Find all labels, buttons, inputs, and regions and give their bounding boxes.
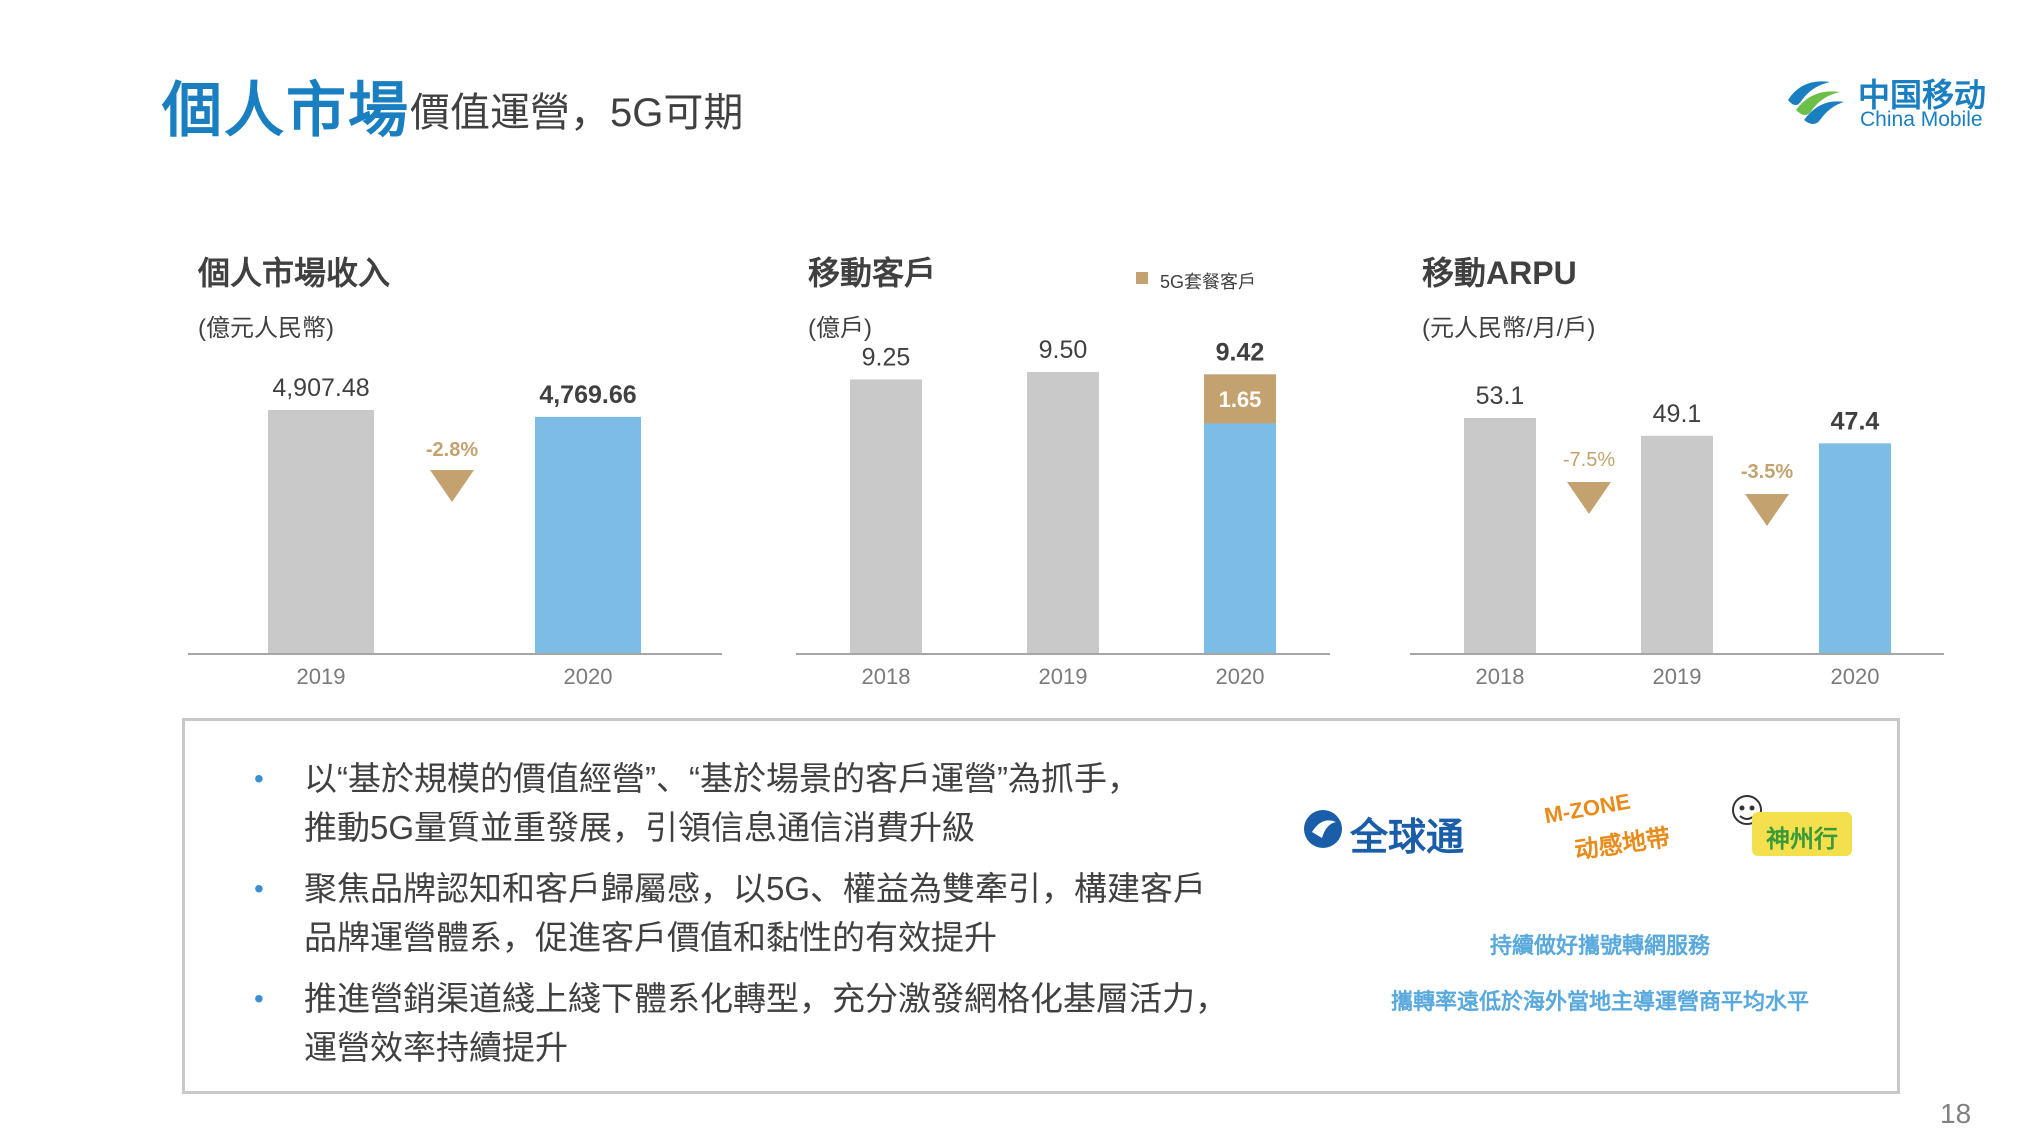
- charts-area: 4,907.48 2019 4,769.66 2020 -2.8% 9.25 2018 9.5…: [188, 336, 1944, 689]
- list-item: • 推進營銷渠道綫上綫下體系化轉型，充分激發網格化基層活力， 運營效率持續提升: [250, 974, 1228, 1072]
- chart3-bar-2018: [1464, 418, 1536, 654]
- chart2-bar-2019: [1027, 372, 1099, 654]
- chart3-tick-label-2020: 2020: [1831, 664, 1880, 689]
- legend-5g-swatch: [1136, 272, 1148, 284]
- chart3-tick-label-2019: 2019: [1653, 664, 1702, 689]
- chart2-tick-label-2018: 2018: [862, 664, 911, 689]
- chart1-change-label-1: -2.8%: [426, 439, 478, 461]
- chart1-tick-label-2020: 2020: [564, 664, 613, 689]
- bullet-1-line-1: 以“基於規模的價值經營”、“基於場景的客戶運營”為抓手，: [304, 760, 1140, 797]
- chart1-value-label-2019: 4,907.48: [272, 374, 369, 402]
- chart2-unit: (億戶): [808, 315, 872, 342]
- chart2-bar-2018: [850, 379, 922, 654]
- logo-chinese-text: 中国移动: [1858, 77, 1987, 113]
- chart1-down-arrow-icon-1: [430, 470, 474, 502]
- logo-english-text: China Mobile: [1860, 108, 1983, 131]
- chart3-value-label-2020: 47.4: [1831, 407, 1880, 435]
- bullet-list: • 以“基於規模的價值經營”、“基於場景的客戶運營”為抓手， 推動5G量質並重發…: [250, 754, 1228, 1072]
- chart3-down-arrow-icon-1: [1567, 482, 1611, 514]
- chart1-bar-2020: [535, 416, 641, 654]
- list-item: • 以“基於規模的價值經營”、“基於場景的客戶運營”為抓手， 推動5G量質並重發…: [250, 754, 1228, 852]
- chart3-change-label-2: -3.5%: [1741, 461, 1793, 483]
- chart3-value-label-2018: 53.1: [1476, 382, 1525, 410]
- chart2-tick-label-2020: 2020: [1216, 664, 1265, 689]
- brand-quanqiutong: 全球通: [1350, 817, 1465, 859]
- bullet-2-line-2: 品牌運營體系，促進客戶價值和黏性的有效提升: [304, 919, 997, 956]
- page-subtitle: 價值運營，5G可期: [410, 91, 744, 135]
- page-title: 個人市場: [162, 77, 410, 144]
- chart2-5g-value-label: 1.65: [1219, 387, 1262, 412]
- service-text-2: 攜轉率遠低於海外當地主導運營商平均水平: [1390, 989, 1809, 1014]
- chart3-value-label-2019: 49.1: [1653, 400, 1702, 428]
- page-number: 18: [1940, 1098, 1972, 1129]
- bullet-3-line-2: 運營效率持續提升: [304, 1029, 568, 1066]
- globe-brand-icon: [1304, 810, 1342, 848]
- chart1-title: 個人市場收入: [198, 255, 391, 291]
- bullet-2-line-1: 聚焦品牌認知和客戶歸屬感，以5G、權益為雙牽引，構建客戶: [304, 870, 1207, 907]
- chart3-bar-2020: [1819, 443, 1891, 654]
- summary-box: [182, 718, 1900, 1094]
- chart3-title: 移動ARPU: [1422, 255, 1577, 291]
- list-item: • 聚焦品牌認知和客戶歸屬感，以5G、權益為雙牽引，構建客戶 品牌運營體系，促進…: [250, 864, 1228, 962]
- brand-shenzhouxing: 神州行: [1752, 812, 1852, 856]
- chart1-value-label-2020: 4,769.66: [539, 381, 636, 409]
- chart1-bar-2019: [268, 410, 374, 654]
- chart3-tick-label-2018: 2018: [1476, 664, 1525, 689]
- chart3-unit: (元人民幣/月/戶): [1422, 315, 1596, 342]
- china-mobile-logo-icon: [1788, 81, 1844, 124]
- legend-5g-label: 5G套餐客戶: [1160, 272, 1257, 292]
- chart2-value-label-2018: 9.25: [862, 343, 911, 371]
- bullet-3-line-1: 推進營銷渠道綫上綫下體系化轉型，充分激發網格化基層活力，: [304, 980, 1228, 1017]
- chart3-bar-2019: [1641, 435, 1713, 654]
- chart2-bar-2020-5g-segment: [1204, 374, 1276, 424]
- chart1-unit: (億元人民幣): [198, 315, 334, 342]
- chart2-tick-label-2019: 2019: [1039, 664, 1088, 689]
- chart2-value-label-2020: 9.42: [1216, 338, 1265, 366]
- chart1-tick-label-2019: 2019: [297, 664, 346, 689]
- chart2-value-label-2019: 9.50: [1039, 336, 1088, 364]
- chart2-title: 移動客戶: [808, 255, 937, 291]
- chart3-down-arrow-icon-2: [1745, 494, 1789, 526]
- bullet-1-line-2: 推動5G量質並重發展，引領信息通信消費升級: [304, 809, 976, 846]
- chart3-change-label-1: -7.5%: [1563, 449, 1615, 471]
- service-text-1: 持續做好攜號轉網服務: [1489, 933, 1710, 958]
